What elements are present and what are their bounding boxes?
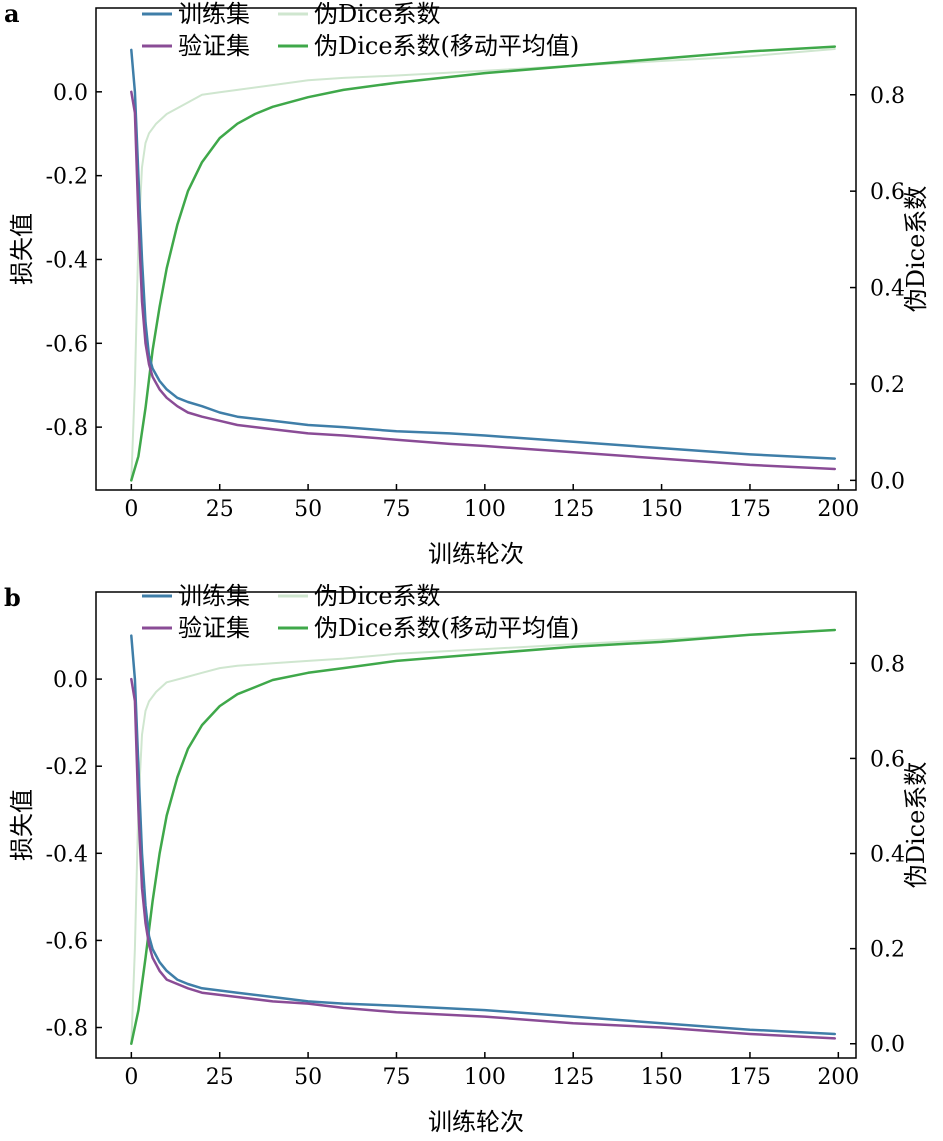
panel-letter: a — [4, 0, 20, 28]
series-line-0 — [130, 634, 837, 1036]
y-right-tick-label: 0.2 — [870, 373, 905, 398]
y-right-tick-label: 0.0 — [870, 469, 905, 494]
x-tick-label: 75 — [382, 1065, 410, 1090]
y-right-tick-label: 0.0 — [870, 1033, 905, 1058]
series-line-1 — [130, 90, 837, 471]
x-tick-label: 25 — [206, 1065, 234, 1090]
x-tick-label: 50 — [294, 497, 322, 522]
legend-entry: 验证集 — [178, 614, 250, 642]
y-tick-label: -0.4 — [46, 248, 88, 273]
y-tick-label: 0.0 — [53, 668, 88, 693]
y-right-tick-label: 0.4 — [870, 843, 905, 868]
x-tick-label: 175 — [729, 497, 771, 522]
x-tick-label: 150 — [641, 497, 683, 522]
x-axis-label: 训练轮次 — [428, 1108, 524, 1136]
y-axis-label: 损失值 — [8, 789, 36, 861]
chart-panel-a: a 0 25 50 75 100 125 150 175 200 0.0 -0.2 -0.4 -0.6 -0… — [4, 0, 930, 568]
legend-entry: 训练集 — [178, 0, 250, 28]
legend-entry: 伪Dice系数(移动平均值) — [314, 32, 579, 60]
y-tick-label: -0.6 — [46, 929, 88, 954]
legend-entry: 伪Dice系数 — [314, 0, 441, 28]
y-tick-label: -0.4 — [46, 842, 88, 867]
y-right-tick-label: 0.8 — [870, 652, 905, 677]
y-right-tick-label: 0.2 — [870, 938, 905, 963]
series-line-1 — [130, 677, 837, 1040]
series-line-3 — [130, 628, 837, 1045]
plot-frame — [95, 7, 857, 491]
series-line-0 — [130, 48, 837, 460]
x-tick-label: 125 — [552, 497, 594, 522]
legend-entry: 伪Dice系数(移动平均值) — [314, 614, 579, 642]
x-tick-label: 0 — [124, 497, 138, 522]
x-tick-label: 25 — [206, 497, 234, 522]
chart-panel-b: b 0 25 50 75 100 125 150 175 200 0.0 -0.2 -0.4 -0.6 -0… — [4, 582, 930, 1136]
x-tick-label: 100 — [464, 1065, 506, 1090]
x-tick-label: 200 — [817, 1065, 859, 1090]
y-tick-label: -0.2 — [46, 165, 88, 190]
y-tick-label: -0.8 — [46, 416, 88, 441]
y-tick-label: 0.0 — [53, 81, 88, 106]
y-axis-label: 损失值 — [8, 213, 36, 285]
y-right-tick-label: 0.6 — [870, 180, 905, 205]
x-tick-label: 0 — [124, 1065, 138, 1090]
x-tick-label: 100 — [464, 497, 506, 522]
panel-letter: b — [4, 583, 21, 612]
y-tick-label: -0.2 — [46, 755, 88, 780]
plot-frame — [95, 591, 857, 1059]
x-tick-label: 75 — [382, 497, 410, 522]
x-tick-label: 150 — [641, 1065, 683, 1090]
legend-entry: 伪Dice系数 — [314, 582, 441, 610]
y-right-tick-label: 0.6 — [870, 747, 905, 772]
series-line-2 — [130, 629, 836, 1045]
x-tick-label: 200 — [817, 497, 859, 522]
y-right-tick-label: 0.4 — [870, 277, 905, 302]
legend-entry: 训练集 — [178, 582, 250, 610]
y-right-axis-label: 伪Dice系数 — [902, 762, 930, 889]
x-tick-label: 175 — [729, 1065, 771, 1090]
y-right-axis-label: 伪Dice系数 — [902, 186, 930, 313]
y-tick-label: -0.8 — [46, 1017, 88, 1042]
x-tick-label: 125 — [552, 1065, 594, 1090]
y-right-tick-label: 0.8 — [870, 84, 905, 109]
series-line-3 — [130, 45, 837, 482]
y-tick-label: -0.6 — [46, 332, 88, 357]
x-tick-label: 50 — [294, 1065, 322, 1090]
legend-entry: 验证集 — [178, 32, 250, 60]
x-axis-label: 训练轮次 — [428, 540, 524, 568]
